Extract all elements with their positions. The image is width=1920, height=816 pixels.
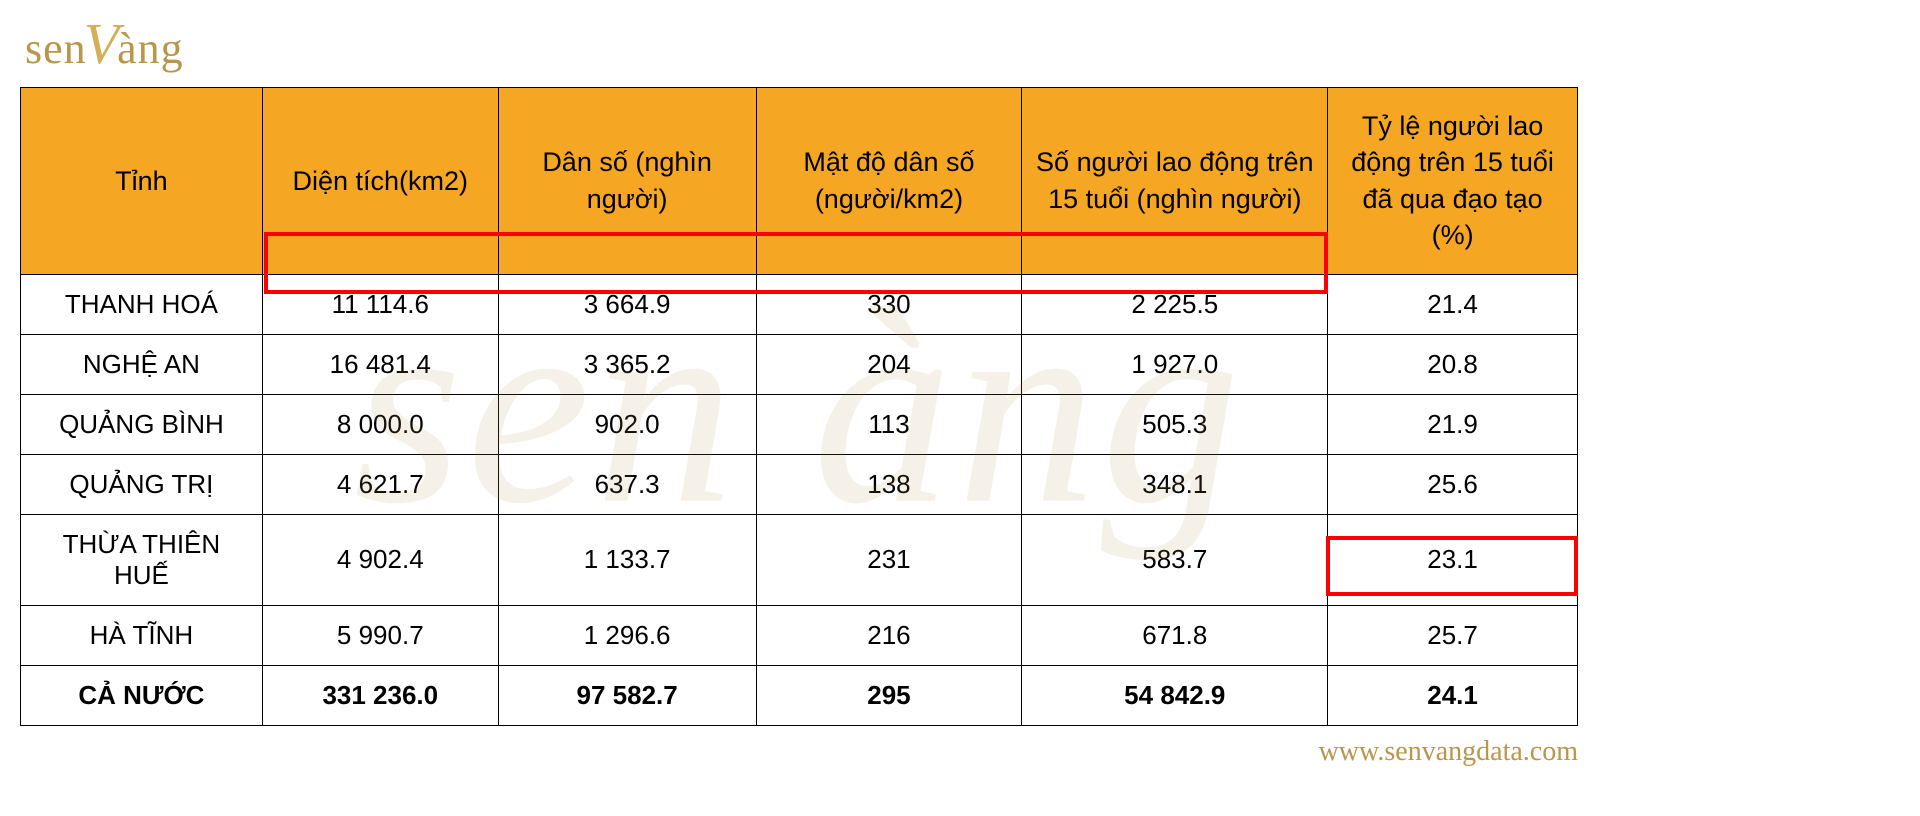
table-row: NGHỆ AN 16 481.4 3 365.2 204 1 927.0 20.…	[21, 334, 1578, 394]
cell-value: 8 000.0	[262, 394, 498, 454]
cell-value: 23.1	[1328, 514, 1578, 605]
cell-value: 54 842.9	[1022, 665, 1328, 725]
col-header-labor: Số người lao động trên 15 tuổi (nghìn ng…	[1022, 88, 1328, 275]
col-header-training: Tỷ lệ người lao động trên 15 tuổi đã qua…	[1328, 88, 1578, 275]
cell-value: 583.7	[1022, 514, 1328, 605]
table-row: THANH HOÁ 11 114.6 3 664.9 330 2 225.5 2…	[21, 274, 1578, 334]
cell-value: 97 582.7	[498, 665, 756, 725]
data-table-wrapper: sen àng Tỉnh Diện tích(km2) Dân số (nghì…	[20, 87, 1578, 726]
cell-value: 505.3	[1022, 394, 1328, 454]
cell-value: 25.6	[1328, 454, 1578, 514]
cell-value: 5 990.7	[262, 605, 498, 665]
table-row: THỪA THIÊN HUẾ 4 902.4 1 133.7 231 583.7…	[21, 514, 1578, 605]
cell-province: THỪA THIÊN HUẾ	[21, 514, 263, 605]
cell-value: 16 481.4	[262, 334, 498, 394]
cell-province: QUẢNG TRỊ	[21, 454, 263, 514]
cell-value: 21.9	[1328, 394, 1578, 454]
cell-value: 4 621.7	[262, 454, 498, 514]
col-header-density: Mật độ dân số (người/km2)	[756, 88, 1022, 275]
cell-value: 348.1	[1022, 454, 1328, 514]
logo-accent-icon: V	[84, 10, 120, 77]
cell-value: 3 365.2	[498, 334, 756, 394]
cell-value: 24.1	[1328, 665, 1578, 725]
cell-value: 1 133.7	[498, 514, 756, 605]
col-header-area: Diện tích(km2)	[262, 88, 498, 275]
cell-value: 295	[756, 665, 1022, 725]
cell-value: 3 664.9	[498, 274, 756, 334]
cell-value: 21.4	[1328, 274, 1578, 334]
cell-value: 216	[756, 605, 1022, 665]
cell-province: HÀ TĨNH	[21, 605, 263, 665]
cell-value: 25.7	[1328, 605, 1578, 665]
logo-text-right: àng	[117, 23, 184, 74]
cell-province: QUẢNG BÌNH	[21, 394, 263, 454]
cell-value: 331 236.0	[262, 665, 498, 725]
table-body: THANH HOÁ 11 114.6 3 664.9 330 2 225.5 2…	[21, 274, 1578, 725]
cell-value: 4 902.4	[262, 514, 498, 605]
col-header-population: Dân số (nghìn người)	[498, 88, 756, 275]
cell-province: NGHỆ AN	[21, 334, 263, 394]
cell-value: 20.8	[1328, 334, 1578, 394]
cell-value: 1 927.0	[1022, 334, 1328, 394]
cell-province: THANH HOÁ	[21, 274, 263, 334]
cell-value: 11 114.6	[262, 274, 498, 334]
cell-value: 231	[756, 514, 1022, 605]
cell-value: 330	[756, 274, 1022, 334]
cell-province: CẢ NƯỚC	[21, 665, 263, 725]
cell-value: 138	[756, 454, 1022, 514]
cell-value: 902.0	[498, 394, 756, 454]
cell-value: 2 225.5	[1022, 274, 1328, 334]
col-header-province: Tỉnh	[21, 88, 263, 275]
table-row: QUẢNG TRỊ 4 621.7 637.3 138 348.1 25.6	[21, 454, 1578, 514]
table-row-total: CẢ NƯỚC 331 236.0 97 582.7 295 54 842.9 …	[21, 665, 1578, 725]
table-header-row: Tỉnh Diện tích(km2) Dân số (nghìn người)…	[21, 88, 1578, 275]
province-data-table: Tỉnh Diện tích(km2) Dân số (nghìn người)…	[20, 87, 1578, 726]
cell-value: 113	[756, 394, 1022, 454]
logo: sen V àng	[20, 10, 1900, 77]
logo-text-left: sen	[25, 23, 87, 74]
cell-value: 1 296.6	[498, 605, 756, 665]
footer-url: www.senvangdata.com	[20, 736, 1578, 768]
table-row: HÀ TĨNH 5 990.7 1 296.6 216 671.8 25.7	[21, 605, 1578, 665]
table-row: QUẢNG BÌNH 8 000.0 902.0 113 505.3 21.9	[21, 394, 1578, 454]
cell-value: 204	[756, 334, 1022, 394]
cell-value: 671.8	[1022, 605, 1328, 665]
cell-value: 637.3	[498, 454, 756, 514]
